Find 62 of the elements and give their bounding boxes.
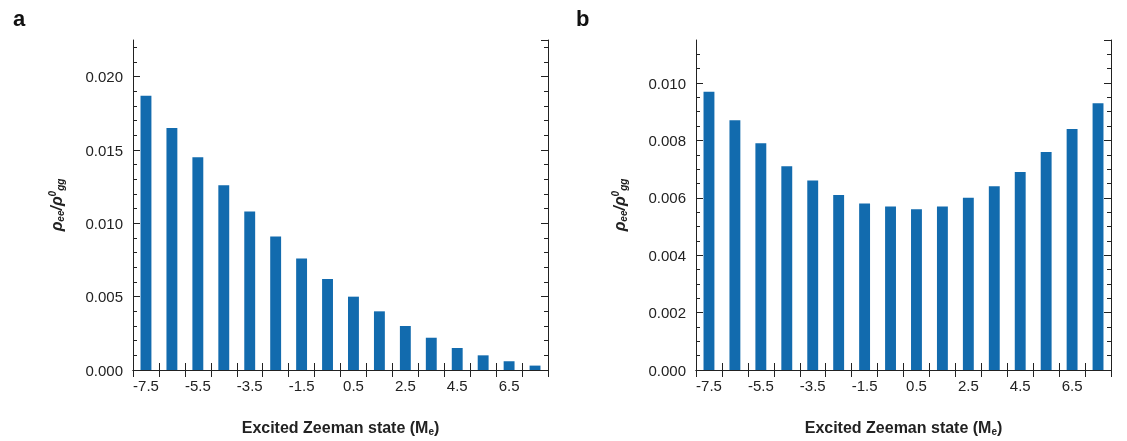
- bar: [166, 128, 178, 370]
- bar: [833, 194, 845, 370]
- bar: [477, 355, 489, 370]
- y-tick-label: 0.000: [648, 361, 686, 379]
- y-tick-label: 0.006: [648, 189, 686, 207]
- x-tick-label: -7.5: [696, 377, 722, 394]
- y-tick-label: 0.010: [85, 214, 123, 232]
- x-tick-label: 4.5: [446, 377, 468, 394]
- bar: [885, 206, 896, 370]
- bar: [140, 95, 152, 370]
- y-tick-label: 0.015: [85, 141, 123, 159]
- bar: [373, 311, 385, 370]
- x-tick-label: -1.5: [851, 377, 878, 394]
- bar: [755, 143, 767, 370]
- bar: [1092, 103, 1104, 370]
- bar: [1014, 172, 1026, 370]
- bar: [322, 279, 333, 370]
- x-tick-label: -5.5: [747, 377, 774, 394]
- x-tick-label: 0.5: [906, 377, 927, 394]
- bar: [911, 209, 922, 370]
- y-tick-label: 0.004: [648, 246, 686, 264]
- bar: [425, 337, 437, 370]
- chart-title: a: [13, 5, 26, 31]
- x-tick-label: 2.5: [394, 377, 416, 394]
- bar: [451, 348, 463, 370]
- bar: [781, 166, 793, 370]
- bar: [244, 211, 256, 370]
- x-tick-label: -7.5: [133, 377, 159, 394]
- y-axis-title: ρee/ρ0gg: [609, 178, 629, 233]
- bar: [399, 326, 411, 370]
- y-axis-title: ρee/ρ0gg: [46, 178, 66, 233]
- x-tick-label: 6.5: [498, 377, 520, 394]
- bar: [807, 180, 819, 370]
- x-tick-label: -1.5: [288, 377, 315, 394]
- bar: [348, 296, 359, 370]
- x-tick-label: 4.5: [1009, 377, 1031, 394]
- bar: [729, 120, 741, 370]
- bar: [936, 206, 948, 370]
- x-tick-label: -3.5: [799, 377, 826, 394]
- x-tick-label: -5.5: [184, 377, 211, 394]
- bar: [988, 186, 1000, 370]
- y-tick-label: 0.020: [85, 68, 123, 86]
- x-tick-label: 2.5: [957, 377, 979, 394]
- chart-title: b: [576, 5, 590, 31]
- bar: [703, 91, 715, 370]
- x-tick-label: -3.5: [236, 377, 263, 394]
- bar: [270, 236, 282, 370]
- bar: [503, 361, 515, 370]
- y-tick-label: 0.000: [85, 361, 123, 379]
- bar: [859, 203, 871, 370]
- y-tick-label: 0.005: [85, 288, 123, 306]
- x-tick-label: 0.5: [343, 377, 364, 394]
- bar: [192, 157, 204, 370]
- bar: [218, 185, 230, 370]
- y-tick-label: 0.008: [648, 131, 686, 149]
- bar: [962, 197, 974, 370]
- bar: [1040, 151, 1052, 370]
- y-tick-label: 0.010: [648, 74, 686, 92]
- bar: [296, 258, 308, 370]
- x-tick-label: 6.5: [1061, 377, 1083, 394]
- y-tick-label: 0.002: [648, 304, 686, 322]
- bar: [1066, 128, 1078, 370]
